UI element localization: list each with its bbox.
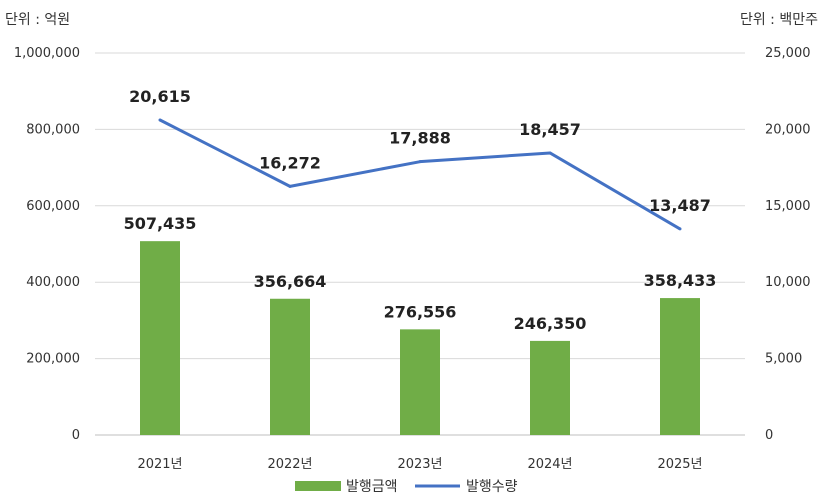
line-point: [418, 160, 422, 164]
x-category-label: 2025년: [657, 457, 702, 472]
y-left-tick-label: 0: [72, 428, 80, 443]
x-category-label: 2023년: [397, 457, 442, 472]
y-right-tick-label: 10,000: [765, 275, 811, 290]
x-category-label: 2022년: [267, 457, 312, 472]
y-right-tick-label: 20,000: [765, 122, 811, 137]
legend-label-issue-quantity: 발행수량: [466, 479, 518, 495]
y-right-tick-label: 0: [765, 428, 773, 443]
line-point: [678, 227, 682, 231]
x-category-label: 2024년: [527, 457, 572, 472]
line-point: [548, 151, 552, 155]
line-data-label: 17,888: [389, 129, 451, 148]
y-right-tick-label: 15,000: [765, 199, 811, 214]
bar-issue-amount: [270, 298, 310, 435]
bar-issue-amount: [660, 298, 700, 435]
line-data-label: 20,615: [129, 87, 191, 106]
x-category-label: 2021년: [137, 457, 182, 472]
legend-label-issue-amount: 발행금액: [346, 479, 398, 495]
bar-issue-amount: [140, 241, 180, 435]
y-left-tick-label: 600,000: [26, 199, 80, 214]
bar-data-label: 276,556: [384, 302, 457, 321]
bar-data-label: 356,664: [254, 272, 327, 291]
line-data-label: 16,272: [259, 153, 321, 172]
y-right-tick-label: 25,000: [765, 46, 811, 61]
bar-issue-amount: [400, 329, 440, 435]
bar-data-label: 507,435: [124, 214, 197, 233]
bar-data-label: 246,350: [514, 314, 587, 333]
y-left-tick-label: 400,000: [26, 275, 80, 290]
y-right-unit: 단위 : 백만주: [740, 12, 818, 28]
line-point: [158, 118, 162, 122]
bar-issue-amount: [530, 340, 570, 435]
y-left-tick-label: 200,000: [26, 352, 80, 367]
line-data-label: 13,487: [649, 196, 711, 215]
y-left-unit: 단위 : 억원: [5, 12, 70, 28]
y-right-tick-label: 5,000: [765, 352, 802, 367]
y-left-tick-label: 1,000,000: [14, 46, 80, 61]
bar-data-label: 358,433: [644, 271, 717, 290]
line-point: [288, 184, 292, 188]
y-left-tick-label: 800,000: [26, 122, 80, 137]
line-data-label: 18,457: [519, 120, 581, 139]
legend-swatch-issue-amount: [295, 481, 341, 491]
